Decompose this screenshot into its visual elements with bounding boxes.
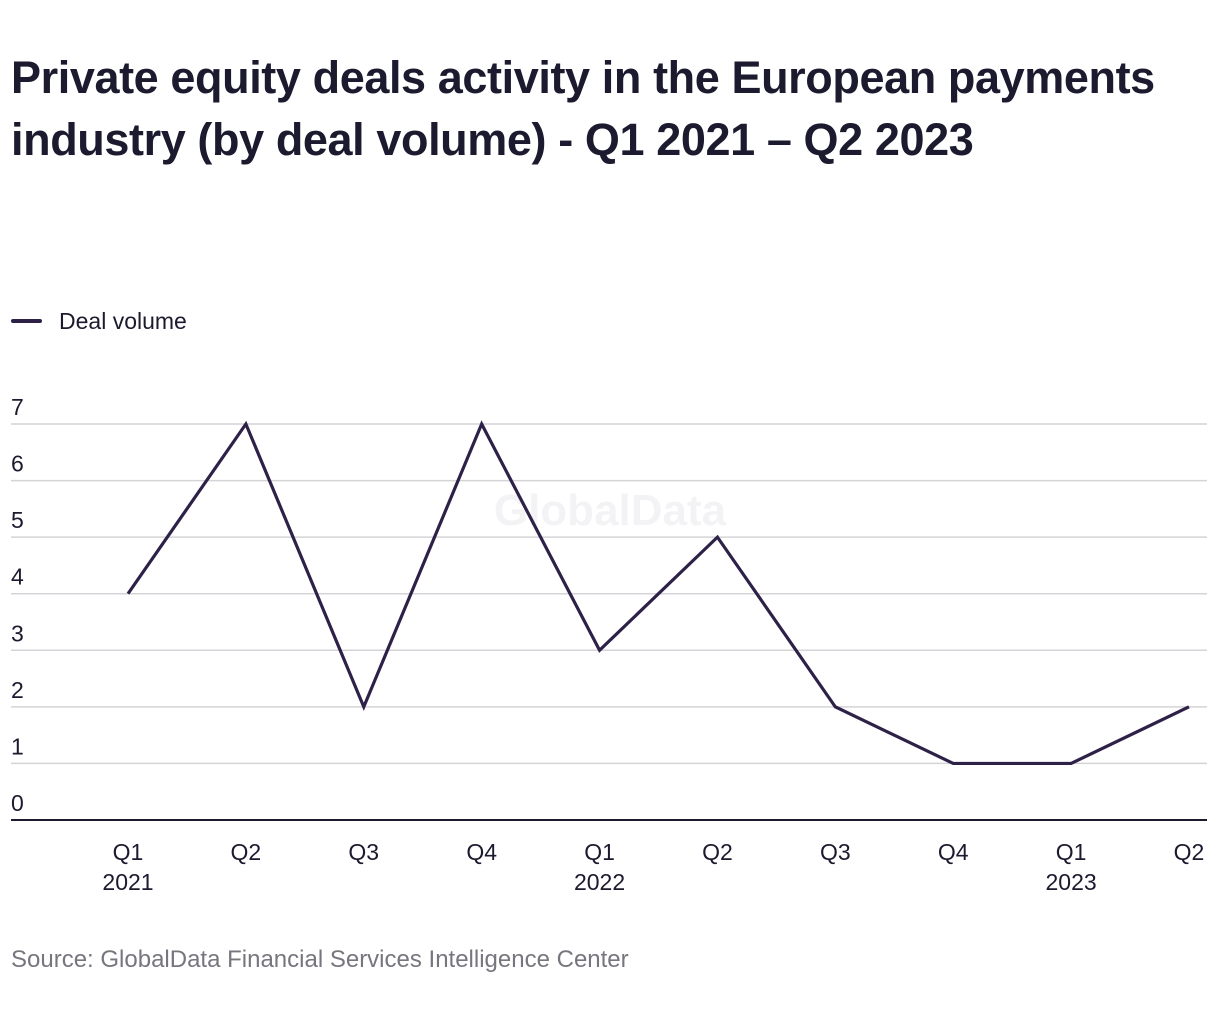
- x-tick-label-5: Q2: [702, 839, 733, 865]
- data-point-6: [833, 705, 837, 709]
- x-tick-label-3: Q4: [466, 839, 497, 865]
- y-tick-label-2: 2: [11, 677, 24, 703]
- watermark: GlobalData: [494, 486, 727, 535]
- y-tick-label-6: 6: [11, 451, 24, 477]
- source-note: Source: GlobalData Financial Services In…: [11, 946, 629, 973]
- x-tick-label-1: Q2: [231, 839, 262, 865]
- data-point-3: [480, 422, 484, 426]
- x-year-label-2022: 2022: [574, 869, 625, 895]
- legend: Deal volume: [11, 306, 187, 336]
- data-point-8: [1069, 761, 1073, 765]
- y-tick-label-7: 7: [11, 394, 24, 420]
- chart-title: Private equity deals activity in the Eur…: [11, 52, 1155, 165]
- x-tick-label-0: Q1: [113, 839, 144, 865]
- line-chart: GlobalData 0 1 2 3 4 5 6 7 Q1 2021 Q2 Q3 Q4 Q1 2022 Q2 Q3…: [11, 394, 1207, 895]
- series-line-deal-volume: [126, 420, 1190, 766]
- data-point-7: [951, 761, 955, 765]
- x-tick-label-9: Q2: [1174, 839, 1205, 865]
- x-tick-label-6: Q3: [820, 839, 851, 865]
- data-point-0: [126, 592, 130, 596]
- x-tick-label-4: Q1: [584, 839, 615, 865]
- y-tick-label-5: 5: [11, 507, 24, 533]
- legend-label-deal-volume: Deal volume: [59, 307, 187, 334]
- data-point-4: [598, 648, 602, 652]
- data-point-5: [715, 535, 719, 539]
- data-point-9: [1187, 705, 1191, 709]
- x-tick-label-7: Q4: [938, 839, 969, 865]
- data-point-2: [362, 705, 366, 709]
- legend-swatch-deal-volume: [11, 319, 42, 323]
- x-tick-label-2: Q3: [348, 839, 379, 865]
- y-tick-label-0: 0: [11, 790, 24, 816]
- x-year-label-2023: 2023: [1046, 869, 1097, 895]
- x-year-label-2021: 2021: [102, 869, 153, 895]
- x-tick-label-8: Q1: [1056, 839, 1087, 865]
- y-tick-label-4: 4: [11, 564, 24, 590]
- y-tick-label-1: 1: [11, 733, 24, 759]
- y-tick-label-3: 3: [11, 620, 24, 646]
- data-point-1: [244, 422, 248, 426]
